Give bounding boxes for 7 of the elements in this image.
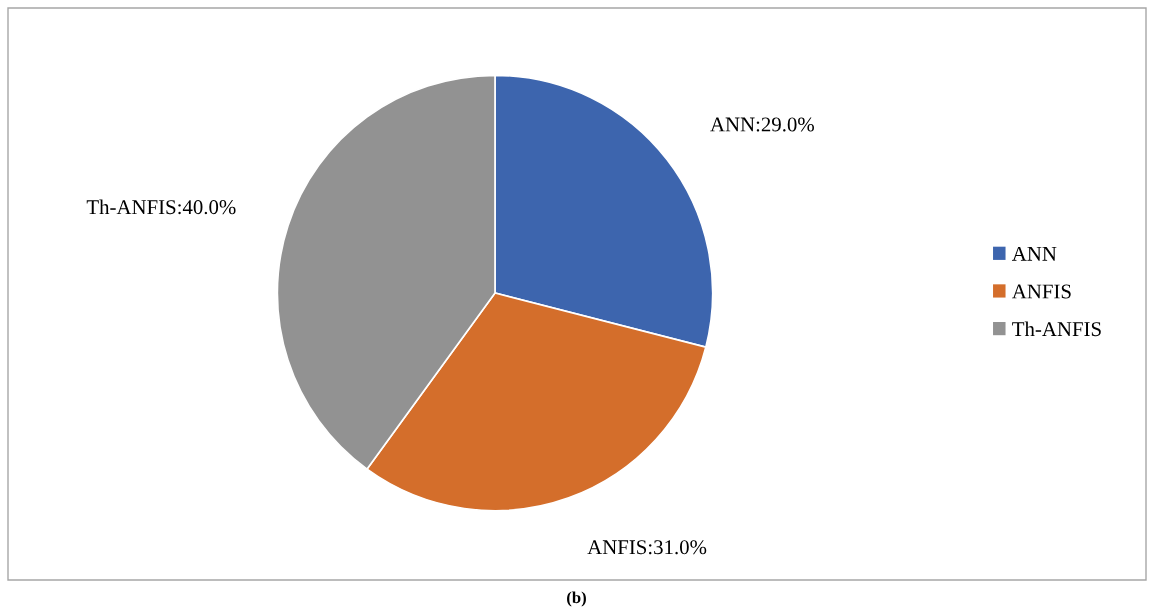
text: (b) <box>567 591 586 607</box>
data-label: ANFIS:31.0% <box>587 540 707 555</box>
data-label: ANN:29.0% <box>710 117 814 132</box>
legend-label: ANFIS <box>1011 284 1071 299</box>
legend-label: ANN <box>1011 246 1057 261</box>
legend-label: Th-ANFIS <box>1012 321 1101 337</box>
data-label: Th-ANFIS:40.0% <box>86 199 236 215</box>
